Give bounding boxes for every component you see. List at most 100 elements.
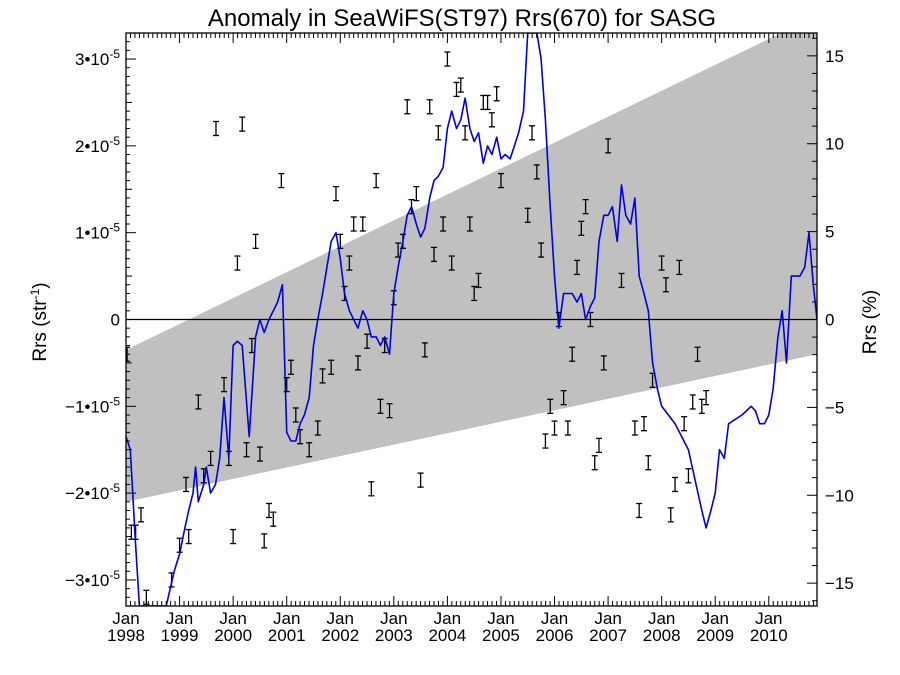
error-bar-marker xyxy=(243,442,250,458)
error-bar-marker xyxy=(234,255,241,271)
y-left-tick-mantissa: 3•10 xyxy=(75,50,109,69)
error-bar-marker xyxy=(128,524,135,540)
error-bar-marker xyxy=(292,407,299,423)
error-bar-marker xyxy=(600,355,607,371)
error-bar-marker xyxy=(564,420,571,436)
error-bar-marker xyxy=(314,420,321,436)
error-bar-marker xyxy=(287,359,294,375)
x-tick-label-month: Jan xyxy=(380,609,407,628)
error-bar-marker xyxy=(261,533,268,549)
error-bar-marker xyxy=(640,416,647,432)
x-tick-label-month: Jan xyxy=(755,609,782,628)
error-bar-marker xyxy=(444,51,451,67)
error-bar-marker xyxy=(328,359,335,375)
error-bar-marker xyxy=(332,185,339,202)
error-bar-marker xyxy=(421,342,428,358)
error-bar-marker xyxy=(207,450,214,467)
error-bar-marker xyxy=(185,528,192,545)
y-left-tick-label: 2•10-5 xyxy=(75,134,120,156)
error-bar-marker xyxy=(431,246,438,263)
x-tick-label-year: 2007 xyxy=(589,626,627,645)
error-bar-marker xyxy=(306,442,313,458)
x-tick-label-year: 2006 xyxy=(536,626,574,645)
error-bar-marker xyxy=(694,346,701,362)
error-bar-marker xyxy=(475,272,482,289)
y-left-tick-exponent: -5 xyxy=(109,134,120,148)
y-left-tick-mantissa: −1•10 xyxy=(65,397,109,416)
error-bar-marker xyxy=(493,86,500,102)
error-bar-marker xyxy=(605,138,612,154)
error-bar-marker xyxy=(239,116,246,132)
error-bar-marker xyxy=(703,389,710,406)
error-bar-marker xyxy=(278,172,285,189)
error-bar-marker xyxy=(417,472,424,488)
error-bar-marker xyxy=(252,233,259,250)
x-tick-label-year: 2000 xyxy=(214,626,252,645)
error-bar-marker xyxy=(270,511,277,527)
axes: Jan1998Jan1999Jan2000Jan2001Jan2002Jan20… xyxy=(65,32,854,645)
y-left-tick-exponent: -5 xyxy=(109,481,120,495)
y-right-tick-label: 15 xyxy=(825,47,844,66)
error-bar-marker xyxy=(681,416,688,432)
y-left-tick-exponent: -5 xyxy=(109,568,120,582)
y-axis-title-right: Rrs (%) xyxy=(860,290,881,354)
error-bar-marker xyxy=(551,420,558,436)
error-bar-marker xyxy=(266,502,273,519)
error-bar-marker xyxy=(591,455,598,471)
x-tick-label-month: Jan xyxy=(219,609,246,628)
error-bar-marker xyxy=(182,476,189,493)
y-left-tick-label: 1•10-5 xyxy=(75,221,120,243)
y-left-tick-label: 3•10-5 xyxy=(75,47,120,69)
x-tick-label-month: Jan xyxy=(487,609,514,628)
error-bar-marker xyxy=(364,333,371,349)
error-bar-marker xyxy=(560,389,567,406)
x-tick-label-month: Jan xyxy=(648,609,675,628)
y-right-tick-label: −5 xyxy=(825,398,844,417)
error-bar-marker xyxy=(698,398,705,414)
error-bar-marker xyxy=(685,468,692,484)
error-bar-marker xyxy=(582,198,589,215)
y-axis-title-left-close: ) xyxy=(30,282,51,288)
y-left-tick-label: −3•10-5 xyxy=(65,568,120,590)
error-bar-marker xyxy=(672,476,679,493)
error-bar-marker xyxy=(524,207,531,223)
error-bar-marker xyxy=(645,455,652,471)
error-bar-marker xyxy=(578,220,585,236)
x-tick-label-year: 1998 xyxy=(107,626,145,645)
error-bar-marker xyxy=(574,259,581,276)
x-tick-label-year: 2008 xyxy=(643,626,681,645)
error-bar-marker xyxy=(368,481,375,497)
error-bar-marker xyxy=(386,403,393,419)
error-bar-marker xyxy=(346,255,353,271)
x-tick-label-year: 2003 xyxy=(375,626,413,645)
uncertainty-band xyxy=(126,33,817,502)
y-left-tick-exponent: -5 xyxy=(109,394,120,408)
x-tick-label-year: 2005 xyxy=(482,626,520,645)
y-left-tick-label: −1•10-5 xyxy=(65,394,120,416)
error-bar-marker xyxy=(631,420,638,436)
error-bar-marker xyxy=(466,216,473,232)
y-left-tick-mantissa: 1•10 xyxy=(75,224,109,243)
error-bar-marker xyxy=(448,255,455,271)
error-bar-marker xyxy=(354,355,361,371)
x-tick-label-month: Jan xyxy=(112,609,139,628)
error-bar-marker xyxy=(676,259,683,276)
error-bar-marker xyxy=(212,120,219,137)
y-left-tick-mantissa: −2•10 xyxy=(65,484,109,503)
error-bar-marker xyxy=(533,164,540,180)
error-bar-marker xyxy=(404,99,411,115)
y-left-tick-exponent: -5 xyxy=(109,47,120,61)
error-bar-marker xyxy=(658,255,665,271)
y-left-tick-label: 0 xyxy=(111,311,120,330)
error-bar-marker xyxy=(457,77,464,93)
error-bar-marker xyxy=(195,394,202,410)
x-tick-label-year: 2004 xyxy=(428,626,466,645)
error-bar-marker xyxy=(547,398,554,414)
y-right-tick-label: 10 xyxy=(825,135,844,154)
error-bar-marker xyxy=(453,81,460,98)
y-axis-title-left-sup: -1 xyxy=(28,288,42,299)
error-bar-marker xyxy=(497,172,504,189)
error-bar-marker xyxy=(435,125,442,141)
y-axis-title-left: Rrs (str-1) xyxy=(28,282,51,361)
